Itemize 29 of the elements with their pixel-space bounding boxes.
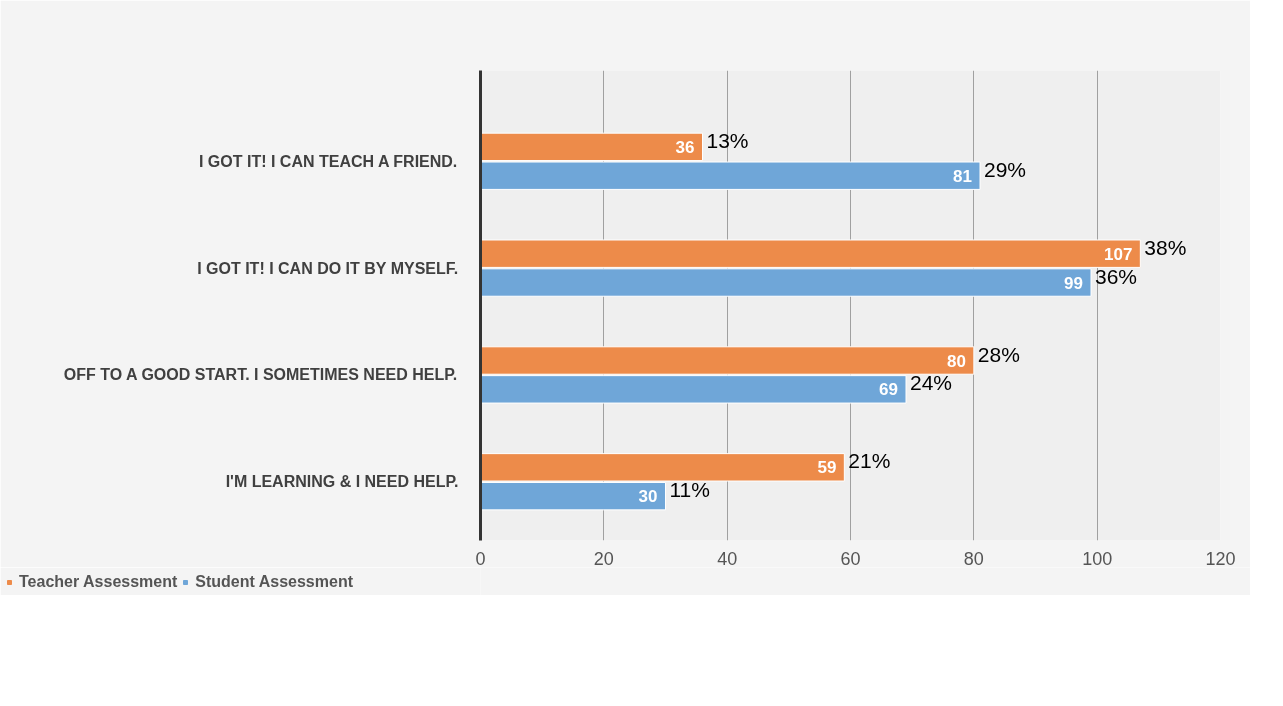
data-label: 107: [1103, 244, 1133, 264]
y-tick-label: I GOT IT! I CAN DO IT BY MYSELF.: [197, 259, 459, 277]
y-tick-label: I'M LEARNING & I NEED HELP.: [225, 473, 459, 491]
x-tick-label: 100: [1082, 548, 1113, 569]
x-tick-label: 0: [475, 548, 486, 569]
data-label: 59: [817, 458, 837, 478]
y-tick-label: OFF TO A GOOD START. I SOMETIMES NEED HELP.: [63, 366, 458, 384]
legend-label: Teacher Assessment: [19, 573, 178, 591]
legend-label: Student Assessment: [195, 573, 353, 591]
annotation: 13%: [706, 128, 749, 152]
data-label: 30: [638, 487, 658, 507]
annotation: 21%: [848, 449, 891, 473]
annotation: 11%: [669, 478, 710, 502]
x-tick-label: 20: [593, 548, 614, 569]
annotation: 24%: [910, 371, 953, 395]
data-label: 81: [953, 166, 973, 186]
x-tick-label: 80: [963, 548, 984, 569]
x-tick-label: 120: [1205, 548, 1236, 569]
annotation: 28%: [977, 342, 1020, 366]
data-label: 69: [879, 380, 899, 400]
data-label: 99: [1064, 273, 1084, 293]
y-tick-label: I GOT IT! I CAN TEACH A FRIEND.: [198, 152, 458, 170]
x-tick-label: 40: [717, 548, 738, 569]
x-tick-label: 60: [840, 548, 861, 569]
annotation: 38%: [1144, 235, 1187, 259]
data-label: 36: [675, 137, 695, 157]
annotation: 36%: [1095, 264, 1138, 288]
data-label: 80: [946, 351, 966, 371]
annotation: 29%: [984, 157, 1027, 181]
